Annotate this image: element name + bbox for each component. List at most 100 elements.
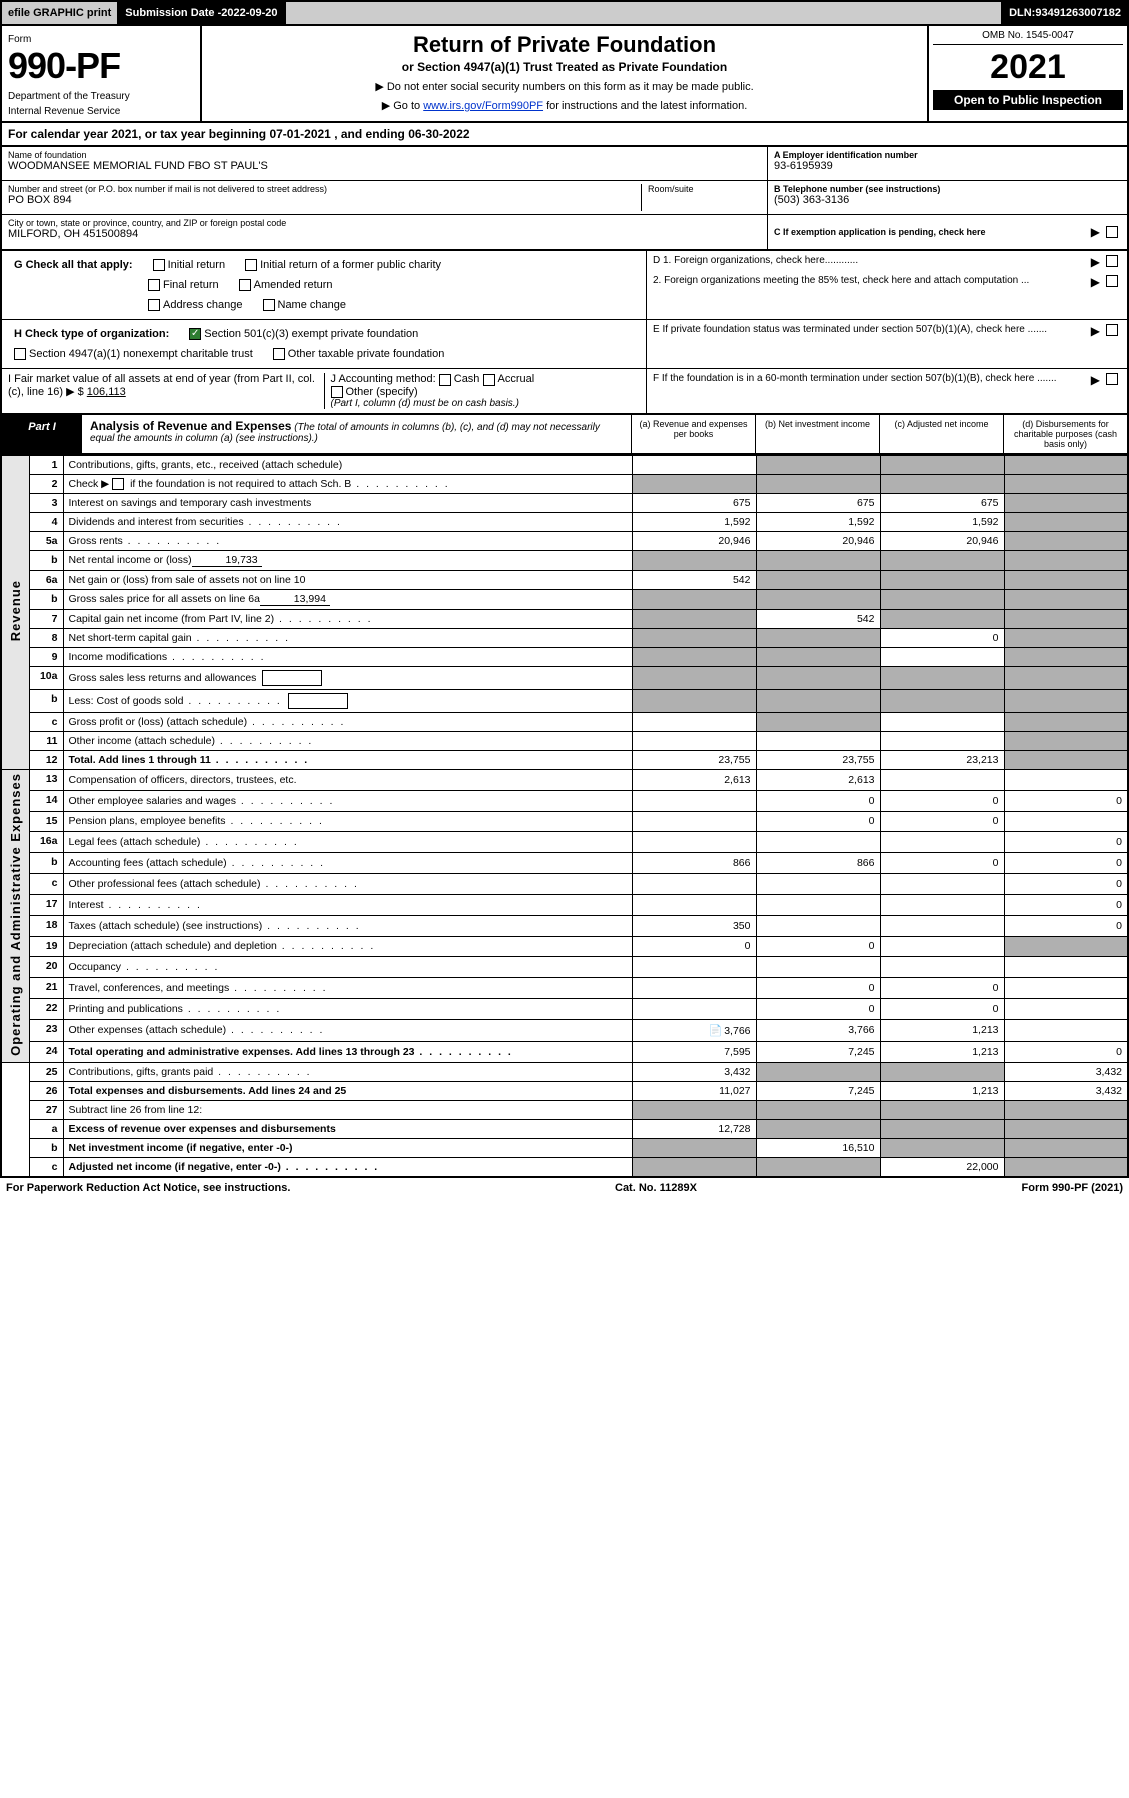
4947-checkbox[interactable] <box>14 348 26 360</box>
schb-checkbox[interactable] <box>112 478 124 490</box>
city-state-zip: MILFORD, OH 451500894 <box>8 228 761 240</box>
room-suite-label: Room/suite <box>648 184 761 194</box>
address-row: Number and street (or P.O. box number if… <box>2 181 767 215</box>
other-taxable-checkbox[interactable] <box>273 348 285 360</box>
table-row: 4Dividends and interest from securities1… <box>1 512 1128 531</box>
table-row: 27Subtract line 26 from line 12: <box>1 1100 1128 1119</box>
table-row: cGross profit or (loss) (attach schedule… <box>1 712 1128 731</box>
arrow-icon: ▶ <box>1091 373 1100 387</box>
table-row: bAccounting fees (attach schedule)866866… <box>1 853 1128 874</box>
d-checks: D 1. Foreign organizations, check here..… <box>647 251 1127 319</box>
info-right: A Employer identification number 93-6195… <box>767 147 1127 249</box>
gross-sales-returns-box <box>262 670 322 686</box>
arrow-icon: ▶ <box>1091 255 1100 269</box>
open-public-badge: Open to Public Inspection <box>933 90 1123 110</box>
table-row: 15Pension plans, employee benefits00 <box>1 811 1128 832</box>
form-number: 990-PF <box>8 45 194 87</box>
e-check: E If private foundation status was termi… <box>647 320 1127 368</box>
foreign-85-checkbox[interactable] <box>1106 275 1118 287</box>
calendar-year-row: For calendar year 2021, or tax year begi… <box>0 123 1129 147</box>
part1-table: Revenue 1 Contributions, gifts, grants, … <box>0 455 1129 1178</box>
ein-value: 93-6195939 <box>774 160 1121 172</box>
form-word: Form <box>8 34 194 45</box>
header-left: Form 990-PF Department of the Treasury I… <box>2 26 202 121</box>
table-row: 17Interest0 <box>1 894 1128 915</box>
exemption-checkbox[interactable] <box>1106 226 1118 238</box>
foundation-name-row: Name of foundation WOODMANSEE MEMORIAL F… <box>2 147 767 181</box>
check-section: G Check all that apply: Initial return I… <box>0 251 1129 415</box>
table-row: 6aNet gain or (loss) from sale of assets… <box>1 570 1128 589</box>
table-row: 5aGross rents20,94620,94620,946 <box>1 531 1128 550</box>
initial-return-checkbox[interactable] <box>153 259 165 271</box>
table-row: bGross sales price for all assets on lin… <box>1 589 1128 609</box>
omb-number: OMB No. 1545-0047 <box>933 30 1123 45</box>
form-title: Return of Private Foundation <box>208 32 921 58</box>
table-row: 3Interest on savings and temporary cash … <box>1 493 1128 512</box>
info-block: Name of foundation WOODMANSEE MEMORIAL F… <box>0 147 1129 251</box>
arrow-icon: ▶ <box>1091 324 1100 338</box>
form-instructions-link[interactable]: www.irs.gov/Form990PF <box>423 100 543 112</box>
gross-sales-box: 13,994 <box>260 593 330 606</box>
part-label: Part I <box>2 415 82 453</box>
501c3-checkbox[interactable]: ✓ <box>189 328 201 340</box>
tax-year: 2021 <box>933 48 1123 87</box>
col-b-header: (b) Net investment income <box>755 415 879 453</box>
table-row: Revenue 1 Contributions, gifts, grants, … <box>1 455 1128 474</box>
fmv-value: 106,113 <box>87 386 126 398</box>
info-left: Name of foundation WOODMANSEE MEMORIAL F… <box>2 147 767 249</box>
address-change-checkbox[interactable] <box>148 299 160 311</box>
initial-former-checkbox[interactable] <box>245 259 257 271</box>
telephone-value: (503) 363-3136 <box>774 194 1121 206</box>
table-row: bLess: Cost of goods sold <box>1 689 1128 712</box>
final-return-checkbox[interactable] <box>148 279 160 291</box>
f-checkbox[interactable] <box>1106 373 1118 385</box>
revenue-side-label: Revenue <box>1 455 29 769</box>
table-row: 16aLegal fees (attach schedule)0 <box>1 832 1128 853</box>
arrow-icon: ▶ <box>1091 225 1100 239</box>
table-row: 23Other expenses (attach schedule)3,7663… <box>1 1019 1128 1041</box>
telephone-row: B Telephone number (see instructions) (5… <box>768 181 1127 215</box>
other-method-checkbox[interactable] <box>331 386 343 398</box>
f-check: F If the foundation is in a 60-month ter… <box>647 369 1127 412</box>
irs-label: Internal Revenue Service <box>8 106 194 117</box>
e-checkbox[interactable] <box>1106 324 1118 336</box>
part-title: Analysis of Revenue and Expenses (The to… <box>82 415 631 453</box>
g-checks: G Check all that apply: Initial return I… <box>2 251 647 319</box>
dln: DLN: 93491263007182 <box>1003 2 1127 24</box>
table-row: cOther professional fees (attach schedul… <box>1 874 1128 895</box>
table-row: 22Printing and publications00 <box>1 998 1128 1019</box>
col-d-header: (d) Disbursements for charitable purpose… <box>1003 415 1127 453</box>
cash-checkbox[interactable] <box>439 374 451 386</box>
table-row: Operating and Administrative Expenses 13… <box>1 769 1128 790</box>
table-row: 21Travel, conferences, and meetings00 <box>1 978 1128 999</box>
expenses-side-label: Operating and Administrative Expenses <box>1 769 29 1062</box>
table-row: bNet rental income or (loss)19,733 <box>1 550 1128 570</box>
cogs-box <box>288 693 348 709</box>
table-row: 7Capital gain net income (from Part IV, … <box>1 609 1128 628</box>
ein-row: A Employer identification number 93-6195… <box>768 147 1127 181</box>
table-row: 9Income modifications <box>1 647 1128 666</box>
street-address: PO BOX 894 <box>8 194 641 206</box>
year-begin: 07-01-2021 <box>269 127 330 141</box>
table-row: 10aGross sales less returns and allowanc… <box>1 666 1128 689</box>
h-checks: H Check type of organization: ✓Section 5… <box>2 320 647 368</box>
table-row: 8Net short-term capital gain0 <box>1 628 1128 647</box>
table-row: 20Occupancy <box>1 957 1128 978</box>
table-row: 18Taxes (attach schedule) (see instructi… <box>1 915 1128 936</box>
table-row: aExcess of revenue over expenses and dis… <box>1 1119 1128 1138</box>
page-footer: For Paperwork Reduction Act Notice, see … <box>0 1178 1129 1198</box>
header-center: Return of Private Foundation or Section … <box>202 26 927 121</box>
col-a-header: (a) Revenue and expenses per books <box>631 415 755 453</box>
table-row: 25Contributions, gifts, grants paid3,432… <box>1 1062 1128 1081</box>
accrual-checkbox[interactable] <box>483 374 495 386</box>
col-c-header: (c) Adjusted net income <box>879 415 1003 453</box>
name-change-checkbox[interactable] <box>263 299 275 311</box>
form-header: Form 990-PF Department of the Treasury I… <box>0 26 1129 123</box>
amended-return-checkbox[interactable] <box>239 279 251 291</box>
submission-date: Submission Date - 2022-09-20 <box>119 2 285 24</box>
foreign-org-checkbox[interactable] <box>1106 255 1118 267</box>
city-row: City or town, state or province, country… <box>2 215 767 249</box>
ssn-note: ▶ Do not enter social security numbers o… <box>208 80 921 93</box>
header-right: OMB No. 1545-0047 2021 Open to Public In… <box>927 26 1127 121</box>
table-row: 26Total expenses and disbursements. Add … <box>1 1081 1128 1100</box>
